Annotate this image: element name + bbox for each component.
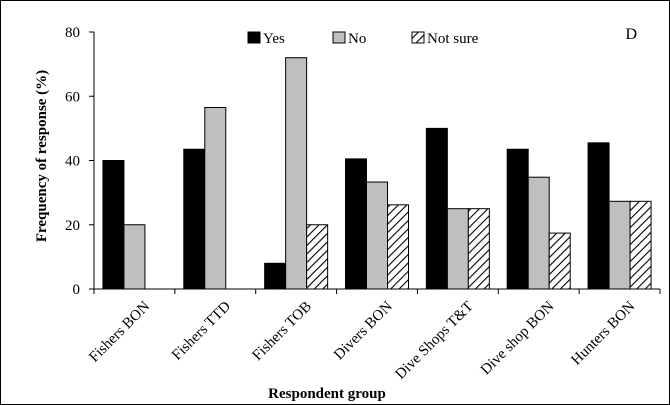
legend-label: Not sure — [427, 31, 479, 47]
bar-not-sure — [467, 208, 490, 290]
bar-not-sure — [387, 204, 409, 290]
x-tick-label: Divers BON — [331, 298, 396, 363]
x-tick-label: Dive shop BON — [478, 298, 558, 378]
bar-no — [527, 176, 550, 290]
bar-yes — [345, 158, 367, 290]
bar-no — [285, 57, 308, 290]
y-axis-title: Frequency of response (%) — [34, 70, 50, 242]
y-tick-label: 80 — [65, 25, 80, 41]
legend-swatch — [411, 31, 425, 44]
bar-no — [204, 106, 227, 290]
bar-not-sure — [548, 232, 571, 290]
bar-no — [446, 208, 469, 290]
x-tick-label: Fishers TTD — [169, 298, 234, 363]
panel-label: D — [625, 26, 637, 43]
bar-yes — [183, 148, 206, 290]
bar-yes — [425, 127, 448, 290]
x-tick-label: Fishers BON — [86, 298, 153, 365]
x-tick-label: Dive Shops T&T — [392, 299, 476, 383]
bar-not-sure — [306, 224, 329, 290]
legend: Yes No Not sure — [247, 31, 479, 47]
x-tick-label: Fishers TOB — [250, 299, 315, 364]
bar-no — [123, 224, 146, 290]
y-tick-label: 60 — [65, 89, 80, 105]
legend-swatch — [332, 31, 346, 44]
bar-yes — [506, 148, 529, 290]
bar-not-sure — [629, 200, 652, 290]
bar-no — [608, 200, 631, 290]
bar-yes — [264, 262, 287, 290]
legend-swatch — [247, 31, 261, 44]
bar-yes — [102, 160, 125, 290]
bar-no — [366, 181, 388, 290]
y-tick-label: 0 — [73, 282, 81, 298]
y-tick-label: 20 — [65, 218, 80, 234]
legend-label: No — [348, 31, 366, 47]
y-tick-label: 40 — [65, 154, 80, 170]
bar-yes — [587, 142, 610, 290]
plot-area: 0 20 40 60 80 Fishers BON Fishers TTD Fishers T… — [65, 25, 661, 383]
x-tick-label: Hunters BON — [568, 298, 638, 368]
legend-label: Yes — [263, 31, 285, 47]
x-axis-title: Respondent group — [268, 386, 386, 402]
